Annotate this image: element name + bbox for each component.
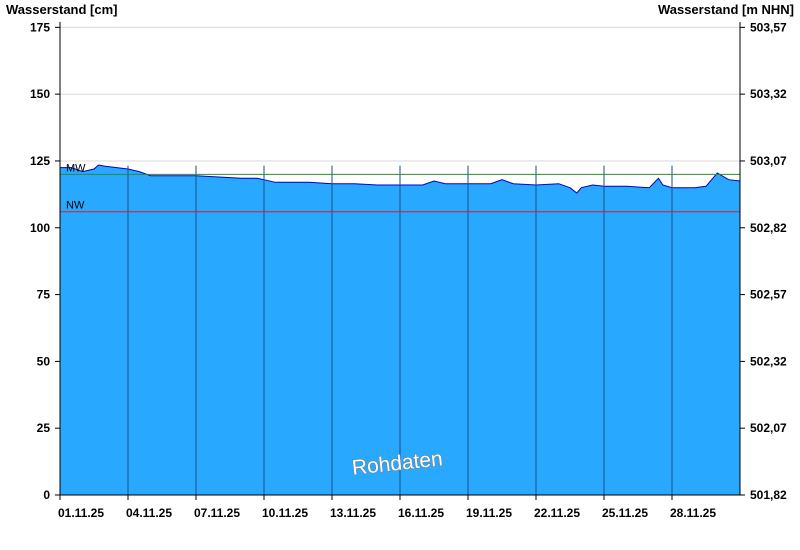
- x-tick-label: 16.11.25: [398, 506, 444, 520]
- y-axis-left-title: Wasserstand [cm]: [6, 2, 118, 17]
- x-tick-label: 19.11.25: [466, 506, 512, 520]
- y-tick-label-right: 503,32: [750, 87, 787, 101]
- y-tick-label-left: 150: [30, 87, 50, 101]
- x-tick-label: 25.11.25: [602, 506, 648, 520]
- x-tick-label: 07.11.25: [194, 506, 240, 520]
- y-tick-label-left: 125: [30, 154, 50, 168]
- y-tick-label-left: 50: [37, 354, 51, 368]
- axes: [55, 22, 745, 500]
- x-tick-label: 04.11.25: [126, 506, 172, 520]
- y-tick-label-right: 501,82: [750, 488, 787, 502]
- y-tick-label-left: 25: [37, 421, 51, 435]
- x-tick-label: 13.11.25: [330, 506, 376, 520]
- water-level-line: [60, 164, 741, 194]
- x-tick-label: 22.11.25: [534, 506, 580, 520]
- y-tick-label-right: 502,82: [750, 221, 787, 235]
- x-tick-label: 28.11.25: [670, 506, 716, 520]
- reference-label-nw: NW: [66, 200, 85, 212]
- y-tick-label-right: 502,57: [750, 288, 787, 302]
- y-axis-right-title: Wasserstand [m NHN]: [658, 2, 794, 17]
- y-tick-label-left: 175: [30, 20, 50, 34]
- day-separator-lines: [127, 165, 673, 495]
- y-tick-label-right: 502,07: [750, 421, 787, 435]
- reference-label-mw: MW: [66, 162, 86, 174]
- y-tick-label-left: 0: [43, 488, 50, 502]
- y-tick-label-left: 100: [30, 221, 50, 235]
- reference-lines: MW NW: [60, 162, 740, 213]
- x-tick-label: 01.11.25: [58, 506, 104, 520]
- y-tick-label-right: 503,57: [750, 20, 787, 34]
- x-tick-label: 10.11.25: [262, 506, 308, 520]
- y-tick-label-right: 503,07: [750, 154, 787, 168]
- tick-labels: 0 501,82 25 502,07 50 502,32 75 502,57 100 502,82…: [30, 20, 787, 520]
- y-tick-label-left: 75: [37, 288, 51, 302]
- y-tick-label-right: 502,32: [750, 354, 787, 368]
